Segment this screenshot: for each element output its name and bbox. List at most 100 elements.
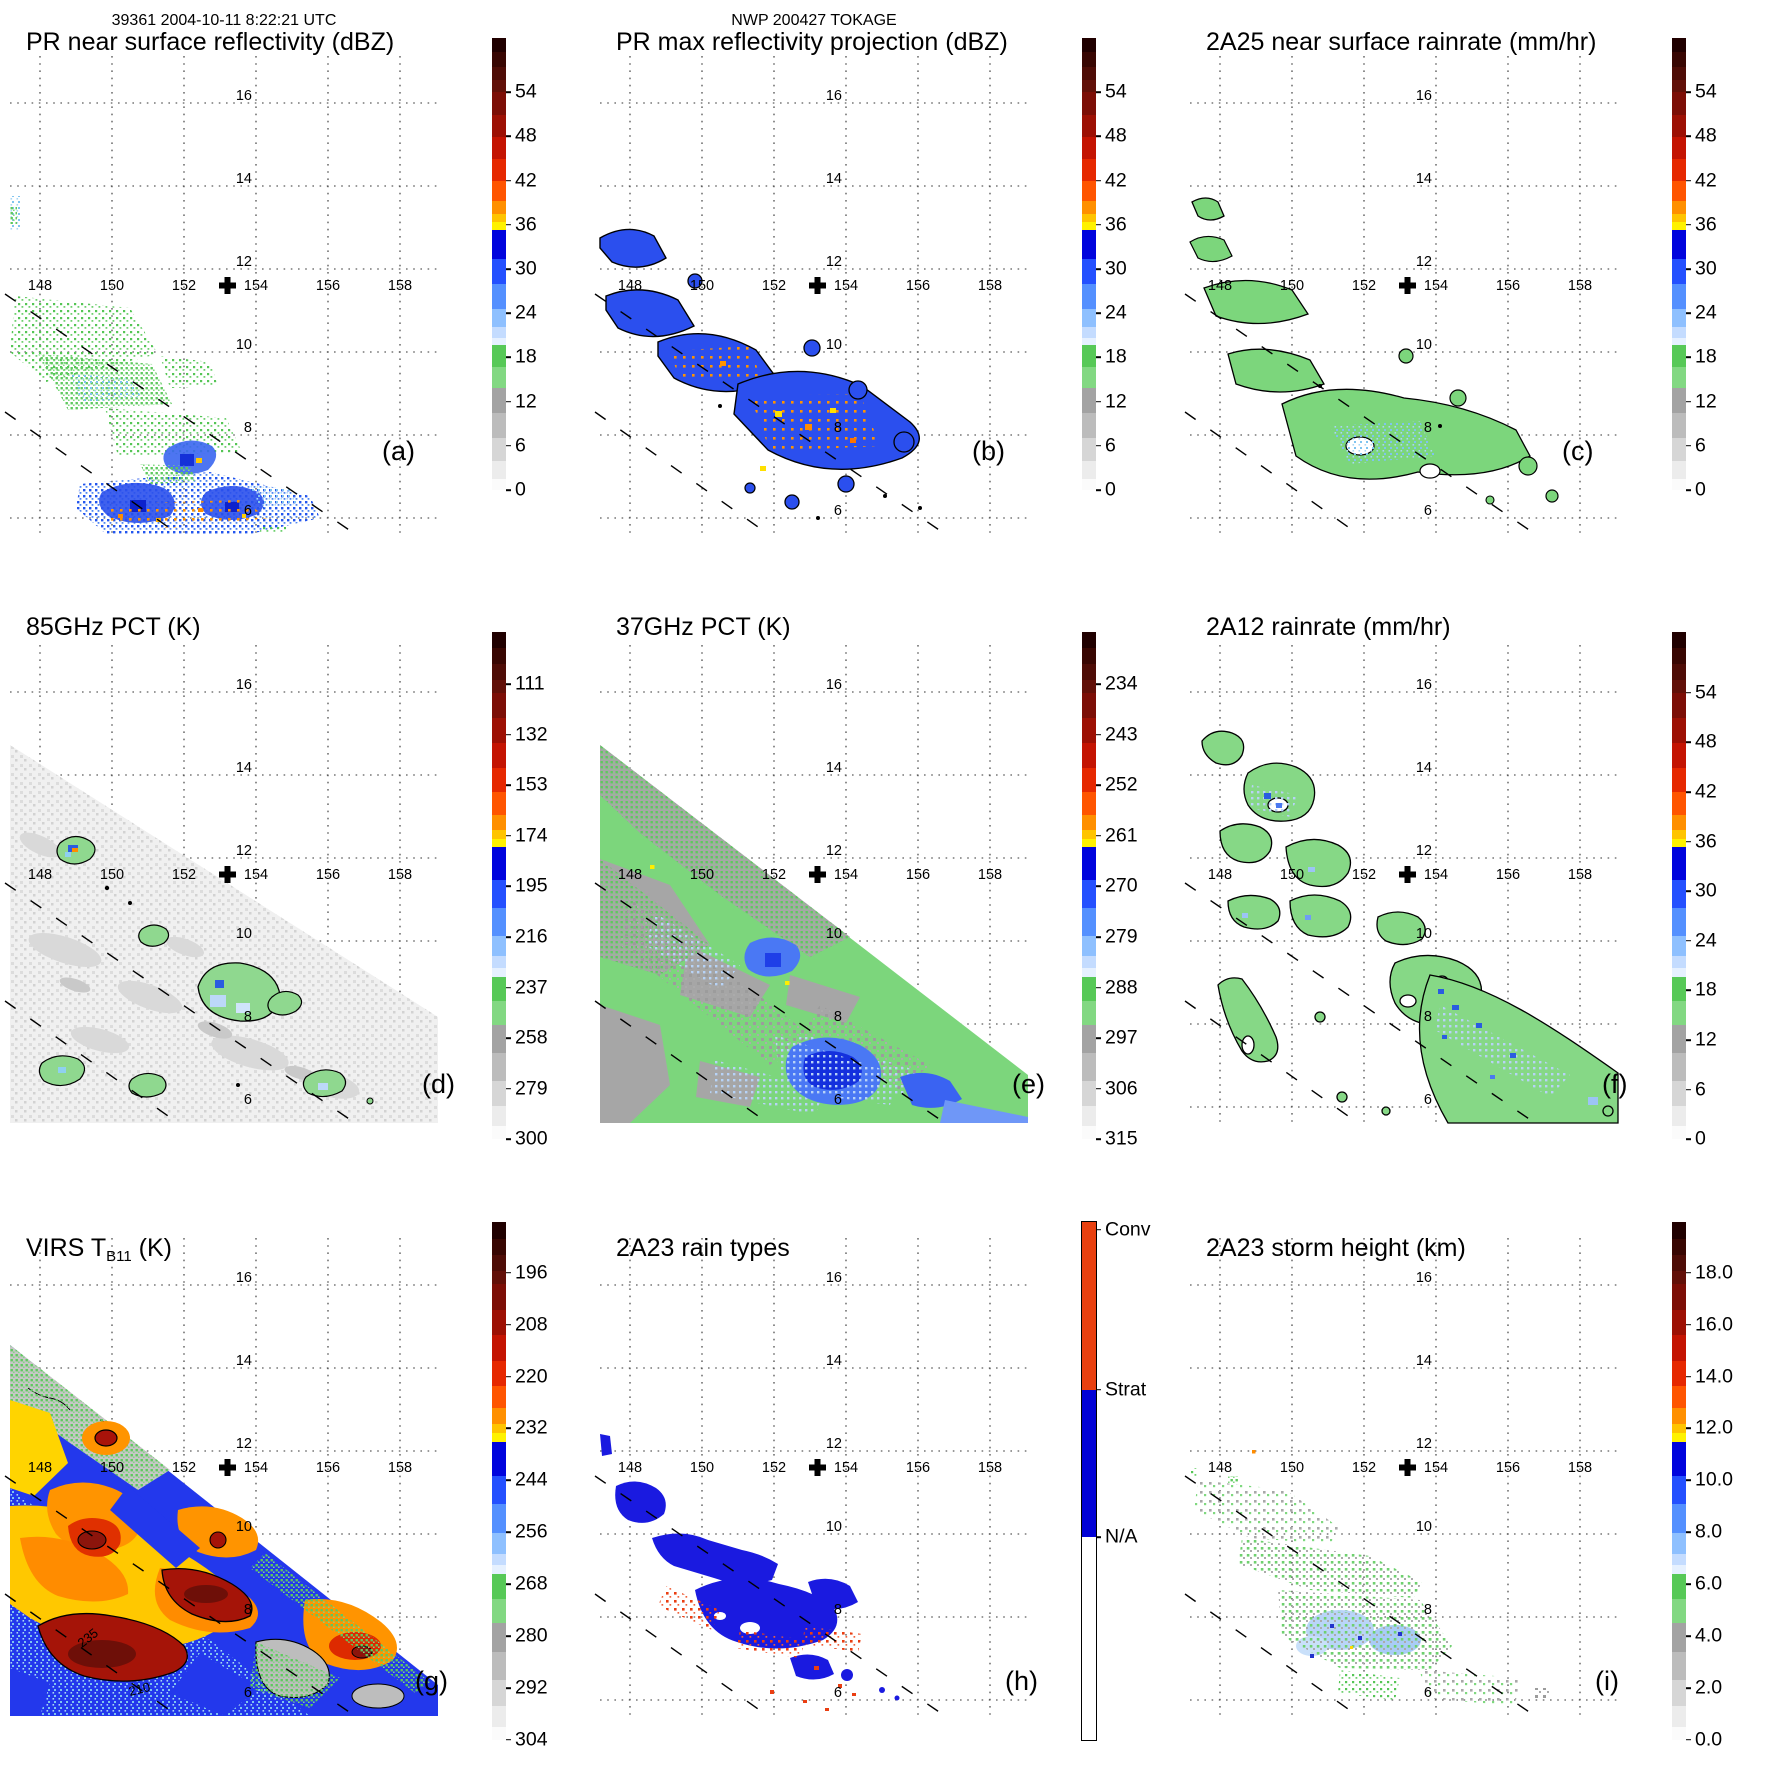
panel-title: PR max reflectivity projection (dBZ): [616, 28, 1008, 56]
storm-height-raster: [1190, 1450, 1549, 1706]
lon-tick-label: 156: [1496, 278, 1520, 294]
colorbar-tick-label: 196: [515, 1261, 548, 1284]
map-panel-f: 148 150 152 154 156 158 16 14 12 10 8 6 (f): [1184, 645, 1627, 1124]
lon-tick-label: 156: [906, 867, 930, 883]
colorbar-tick-label: 132: [515, 723, 548, 746]
lat-tick-label: 16: [826, 1270, 842, 1286]
lon-tick-label: 158: [388, 1460, 412, 1476]
colorbar-tick-label: 36: [1105, 213, 1127, 236]
lat-tick-label: 16: [236, 677, 252, 693]
panel-title: 2A23 rain types: [616, 1234, 790, 1262]
colorbar-tick-label: 292: [515, 1676, 548, 1699]
colorbar-tick-label: 36: [1695, 213, 1717, 236]
swath-edge-line: [4, 882, 356, 1124]
colorbar-tick-label: 24: [515, 301, 537, 324]
colorbar-tick-label: 258: [515, 1026, 548, 1049]
colorbar-tick-label: 0.0: [1695, 1728, 1723, 1751]
swath-edge-line: [1184, 1475, 1536, 1717]
colorbar-tick-label: 300: [515, 1127, 548, 1150]
rain-type-raster: [600, 1434, 900, 1711]
lon-tick-label: 152: [1352, 1460, 1376, 1476]
colorbar-tick-label: 8.0: [1695, 1520, 1723, 1543]
colorbar-tick-label: 195: [515, 874, 548, 897]
lat-tick-label: 10: [236, 926, 252, 942]
colorbar-tick-label: 6.0: [1695, 1572, 1723, 1595]
colorbar-tick-label: 12: [1695, 390, 1717, 413]
lat-tick-label: 10: [1416, 926, 1432, 942]
lat-tick-label: 16: [236, 1270, 252, 1286]
lat-tick-label: 14: [826, 760, 842, 776]
colorbar-tick-label: 279: [515, 1077, 548, 1100]
colorbar-tick-label: 12: [515, 390, 537, 413]
lat-tick-label: 8: [834, 420, 842, 436]
lat-tick-label: 6: [834, 503, 842, 519]
lat-tick-label: 8: [1424, 1009, 1432, 1025]
colorbar-tick-label: 18.0: [1695, 1261, 1733, 1284]
storm-name-label: NWP 200427 TOKAGE: [731, 12, 897, 29]
lat-tick-label: 12: [826, 254, 842, 270]
lon-tick-label: 154: [1424, 867, 1448, 883]
lat-tick-label: 12: [826, 843, 842, 859]
lat-tick-label: 14: [236, 760, 252, 776]
orbit-datetime-label: 39361 2004-10-11 8:22:21 UTC: [111, 12, 337, 29]
panel-letter: (f): [1602, 1069, 1627, 1099]
pct85-raster: [10, 745, 438, 1123]
lon-tick-label: 148: [1208, 867, 1232, 883]
lat-tick-label: 16: [1416, 677, 1432, 693]
lon-tick-label: 150: [1280, 278, 1304, 294]
lat-tick-label: 14: [236, 171, 252, 187]
lon-tick-label: 154: [1424, 278, 1448, 294]
panel-letter: (a): [382, 436, 415, 466]
lon-tick-label: 152: [762, 278, 786, 294]
colorbar-tick-label: 261: [1105, 824, 1138, 847]
colorbar-tick-label: 18: [1105, 345, 1127, 368]
lat-tick-label: 14: [826, 1353, 842, 1369]
colorbar-tick-label: 288: [1105, 976, 1138, 998]
colorbar-tick-label: 279: [1105, 925, 1138, 948]
panel-85ghz-pct: 85GHz PCT (K): [0, 587, 590, 1177]
lon-tick-label: 150: [100, 278, 124, 294]
lon-tick-label: 148: [618, 1460, 642, 1476]
panel-title: PR near surface reflectivity (dBZ): [26, 28, 395, 56]
colorbar-tick-label: 252: [1105, 773, 1138, 796]
panel-letter: (h): [1005, 1666, 1038, 1696]
lon-tick-label: 148: [28, 867, 52, 883]
lat-tick-label: 16: [826, 88, 842, 104]
lon-tick-label: 154: [244, 1460, 268, 1476]
map-panel-h: 148 150 152 154 156 158 16 14 12 10 8 6 (h): [594, 1238, 1038, 1717]
lat-tick-label: 14: [236, 1353, 252, 1369]
lat-tick-label: 6: [244, 1685, 252, 1701]
colorbar-tick-label: 42: [1105, 169, 1127, 192]
lon-tick-label: 148: [618, 278, 642, 294]
colorbar-37ghz-pct: 234 243 252 261 270 279 288 297 306 315: [1082, 632, 1164, 1150]
rain-type-category-label: N/A: [1105, 1525, 1138, 1548]
colorbar-tick-label: 24: [1695, 929, 1717, 952]
colorbar-tick-label: 36: [515, 213, 537, 236]
colorbar-tick-label: 220: [515, 1365, 548, 1388]
lon-tick-label: 148: [28, 278, 52, 294]
lon-tick-label: 156: [1496, 867, 1520, 883]
lon-tick-label: 154: [244, 867, 268, 883]
colorbar-tick-label: 48: [515, 124, 537, 147]
panel-pr-near-surface-reflectivity: PR near surface reflectivity (dBZ): [0, 0, 590, 590]
lat-tick-label: 14: [826, 171, 842, 187]
lon-tick-label: 156: [906, 278, 930, 294]
lat-tick-label: 14: [1416, 760, 1432, 776]
lon-tick-label: 158: [388, 278, 412, 294]
colorbar-tick-label: 42: [1695, 780, 1717, 803]
lat-tick-label: 14: [1416, 171, 1432, 187]
lon-tick-label: 154: [834, 867, 858, 883]
lat-tick-label: 8: [244, 1009, 252, 1025]
lat-tick-label: 6: [244, 1092, 252, 1108]
colorbar-tick-label: 30: [515, 257, 537, 280]
swath-edge-line: [1184, 882, 1536, 1124]
reflectivity-raster: [10, 196, 320, 534]
lat-tick-label: 12: [826, 1436, 842, 1452]
lat-tick-label: 6: [834, 1685, 842, 1701]
colorbar-tick-label: 18: [1695, 978, 1717, 1001]
panel-2a25-rainrate: 2A25 near surface rainrate (mm/hr) 148 15…: [1180, 0, 1770, 590]
lon-tick-label: 150: [690, 867, 714, 883]
colorbar-tick-label: 6: [1695, 434, 1706, 457]
map-panel-e: 148 150 152 154 156 158 16 14 12 10 8 6 (e): [594, 645, 1045, 1124]
lon-tick-label: 158: [1568, 867, 1592, 883]
